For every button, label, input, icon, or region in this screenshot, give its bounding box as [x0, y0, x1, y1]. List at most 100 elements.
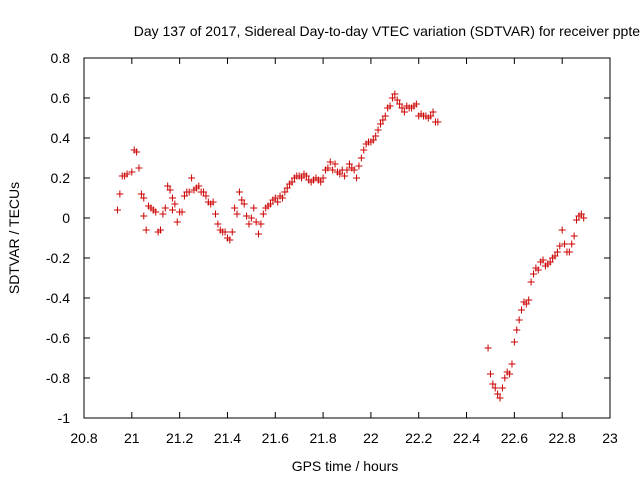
data-point — [551, 252, 559, 260]
data-point — [381, 112, 389, 120]
data-point — [152, 208, 160, 216]
data-point — [376, 120, 384, 128]
data-point — [159, 210, 167, 218]
data-point — [245, 220, 253, 228]
data-point — [427, 112, 435, 120]
data-point — [539, 256, 547, 264]
data-point — [568, 240, 576, 248]
data-point — [357, 154, 365, 162]
data-point — [278, 194, 286, 202]
x-tick-label: 21.2 — [166, 430, 193, 446]
data-point — [525, 296, 533, 304]
data-point — [113, 206, 121, 214]
data-point — [388, 94, 396, 102]
plot-frame — [83, 57, 611, 419]
data-point — [489, 380, 497, 388]
x-tick-label: 22.6 — [501, 430, 528, 446]
data-point — [257, 220, 265, 228]
data-point — [374, 126, 382, 134]
data-point — [274, 198, 282, 206]
data-point — [398, 104, 406, 112]
data-point — [250, 204, 258, 212]
x-tick-label: 22.2 — [405, 430, 432, 446]
data-point — [166, 186, 174, 194]
data-point — [506, 370, 514, 378]
data-points — [113, 90, 588, 402]
data-point — [329, 166, 337, 174]
data-point — [510, 338, 518, 346]
data-point — [271, 194, 279, 202]
data-point — [341, 172, 349, 180]
data-point — [231, 204, 239, 212]
data-point — [238, 196, 246, 204]
data-point — [266, 200, 274, 208]
y-tick-label: -0.4 — [46, 290, 70, 306]
axis-ticks: 20.8 21 21.2 21.4 21.6 21.8 22 22.2 22.4 22.6 22.8… — [46, 50, 618, 446]
data-point — [565, 248, 573, 256]
data-point — [173, 218, 181, 226]
data-point — [546, 258, 554, 266]
data-point — [200, 188, 208, 196]
data-point — [283, 184, 291, 192]
data-point — [171, 200, 179, 208]
data-point — [326, 158, 334, 166]
data-point — [529, 270, 537, 278]
data-point — [259, 210, 267, 218]
y-tick-label: -0.6 — [46, 330, 70, 346]
data-point — [412, 100, 420, 108]
data-point — [484, 344, 492, 352]
data-point — [580, 214, 588, 222]
x-tick-label: 22.8 — [549, 430, 576, 446]
x-tick-label: 22.4 — [453, 430, 480, 446]
y-tick-label: 0 — [62, 210, 70, 226]
data-point — [240, 200, 248, 208]
y-tick-label: -1 — [58, 410, 71, 426]
data-point — [396, 100, 404, 108]
data-point — [221, 228, 229, 236]
data-point — [235, 188, 243, 196]
x-tick-label: 23 — [602, 430, 618, 446]
data-point — [252, 218, 260, 226]
data-point — [212, 210, 219, 218]
data-point — [140, 194, 148, 202]
data-point — [161, 204, 169, 212]
data-point — [360, 146, 368, 154]
y-tick-label: -0.8 — [46, 370, 70, 386]
data-point — [331, 160, 339, 168]
y-tick-label: 0.8 — [51, 50, 71, 66]
y-tick-label: 0.2 — [51, 170, 71, 186]
data-point — [501, 374, 509, 382]
data-point — [123, 170, 131, 178]
data-point — [486, 370, 494, 378]
data-point — [185, 188, 193, 196]
data-point — [298, 174, 306, 182]
data-point — [319, 174, 327, 182]
data-point — [116, 190, 124, 198]
data-point — [355, 162, 363, 170]
data-point — [343, 166, 351, 174]
data-point — [434, 118, 442, 126]
data-point — [386, 102, 394, 110]
data-point — [135, 164, 143, 172]
data-point — [573, 216, 581, 224]
data-point — [168, 206, 176, 214]
data-point — [188, 174, 196, 182]
data-point — [513, 326, 521, 334]
data-point — [247, 214, 255, 222]
data-point — [372, 132, 380, 140]
data-point — [353, 174, 361, 182]
data-point — [498, 384, 506, 392]
data-point — [209, 198, 217, 206]
data-point — [556, 242, 564, 250]
data-point — [128, 168, 136, 176]
data-point — [558, 226, 566, 234]
data-point — [168, 194, 176, 202]
x-tick-label: 20.8 — [70, 430, 97, 446]
y-tick-label: -0.2 — [46, 250, 70, 266]
data-point — [226, 236, 234, 244]
data-point — [522, 300, 530, 308]
data-point — [255, 230, 263, 238]
chart-title: Day 137 of 2017, Sidereal Day-to-day VTE… — [134, 23, 640, 39]
